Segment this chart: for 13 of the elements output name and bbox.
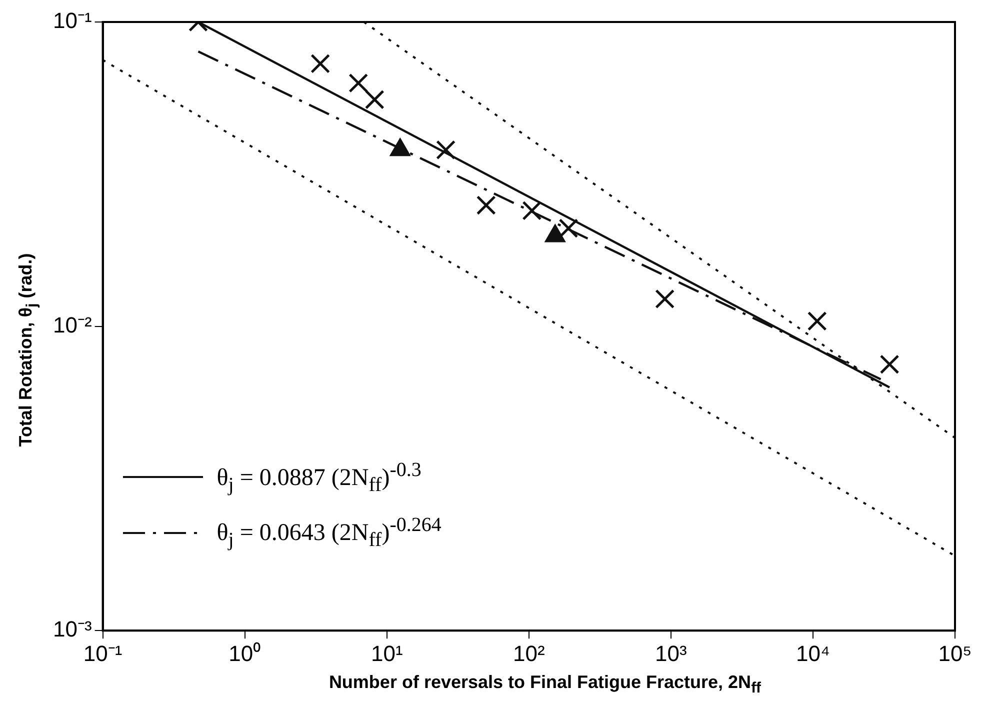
y-tick-label: 10⁻² [53, 312, 92, 338]
legend-label: θ$_{j}$ = 0.0643 (2N$_{ff}$)$^{-0.264}$ [216, 514, 442, 552]
x-tick-label: 10¹ [370, 640, 403, 666]
legend-label: θ$_{j}$ = 0.0887 (2N$_{ff}$)$^{-0.3}$ [216, 458, 422, 496]
x-tick-label: 10⁵ [938, 640, 972, 666]
x-tick-label: 10³ [655, 640, 687, 666]
x-tick-label: 10⁰ [228, 640, 262, 666]
y-tick-label: 10⁻³ [53, 616, 92, 642]
x-tick-label: 10⁻¹ [83, 640, 122, 666]
x-tick-label: 10² [513, 640, 545, 666]
x-tick-label: 10⁴ [796, 640, 830, 666]
y-tick-label: 10⁻¹ [53, 8, 92, 34]
x-axis-title: Number of reversals to Final Fatigue Fracture, 2N$_{ff}$ [328, 672, 762, 697]
